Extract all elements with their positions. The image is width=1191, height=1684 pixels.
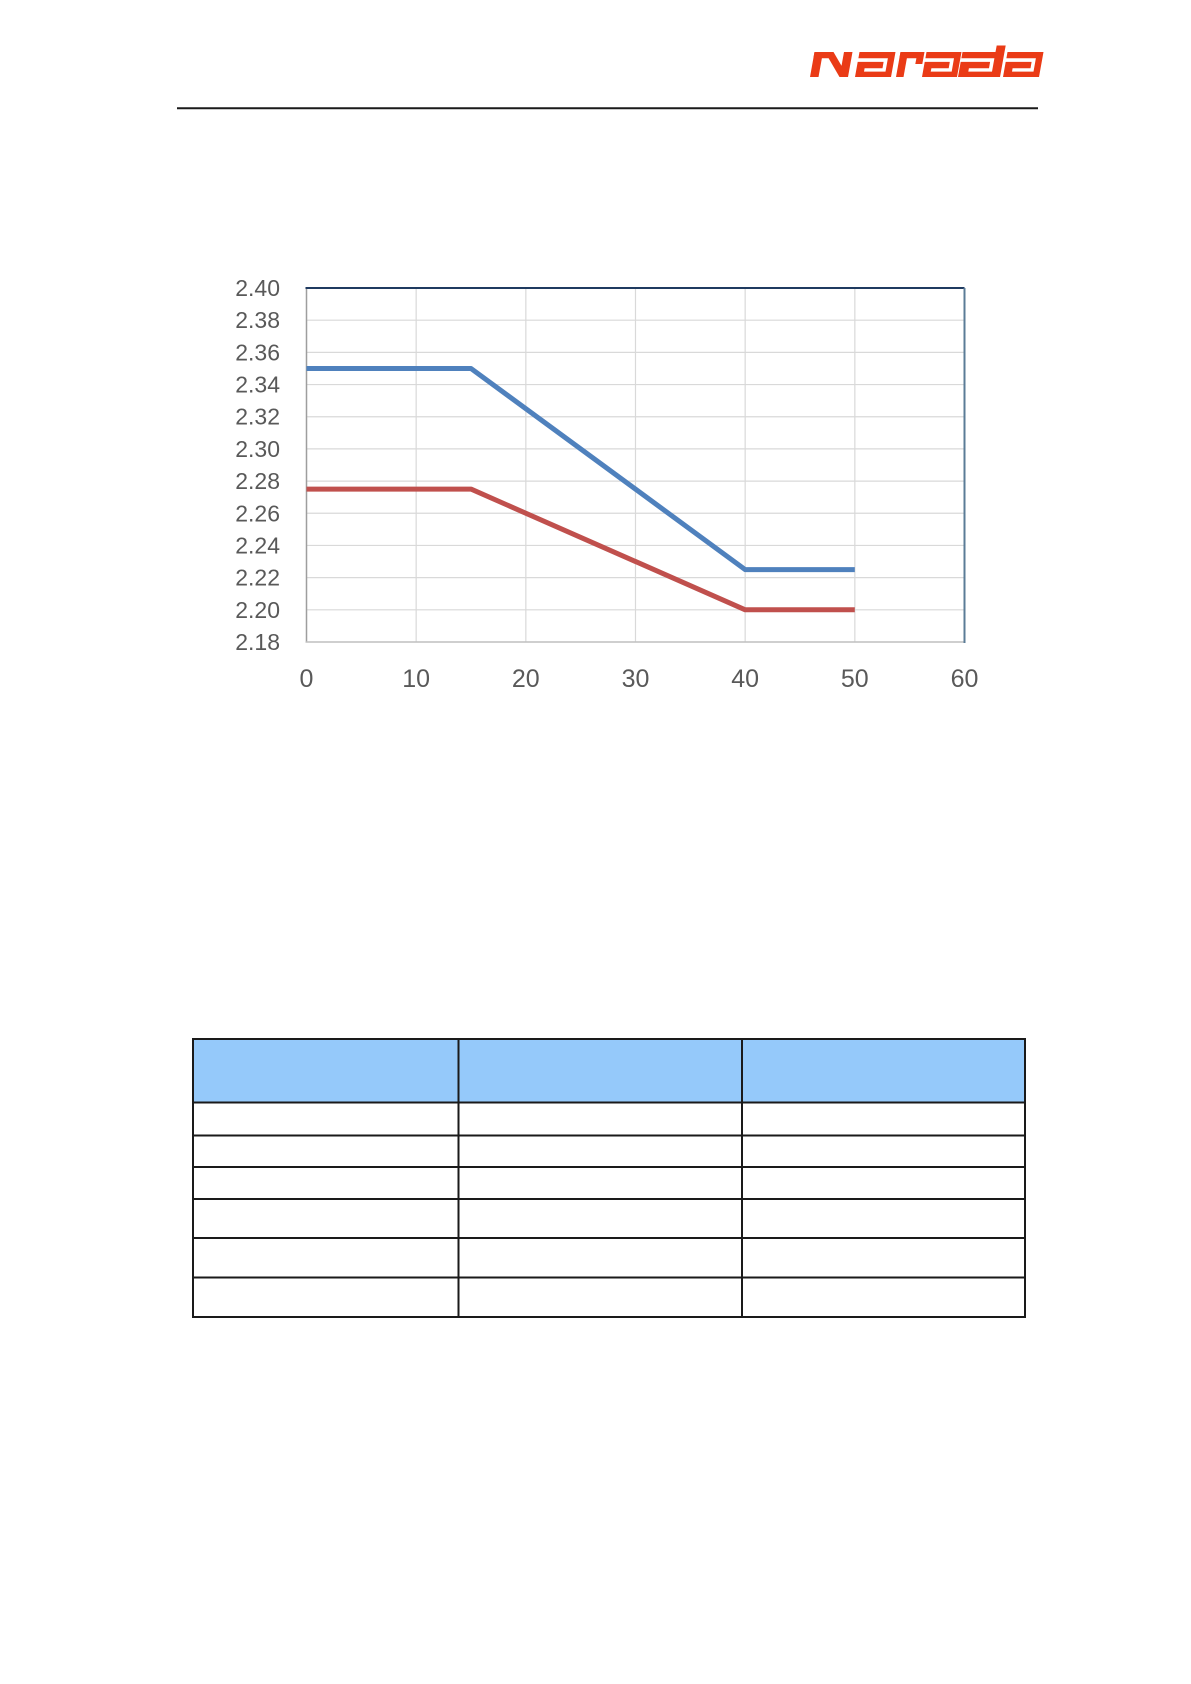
- svg-text:2.24: 2.24: [235, 533, 280, 559]
- svg-text:60: 60: [951, 665, 979, 693]
- svg-text:2.22: 2.22: [235, 565, 280, 591]
- svg-text:2.18: 2.18: [235, 629, 280, 655]
- svg-text:2.26: 2.26: [235, 500, 280, 526]
- svg-text:40: 40: [731, 665, 759, 693]
- svg-text:2.32: 2.32: [235, 404, 280, 430]
- svg-text:2.28: 2.28: [235, 468, 280, 494]
- svg-text:10: 10: [402, 665, 430, 693]
- svg-text:2.30: 2.30: [235, 436, 280, 462]
- svg-text:0: 0: [300, 665, 314, 693]
- svg-text:2.40: 2.40: [235, 275, 280, 301]
- svg-text:30: 30: [622, 665, 650, 693]
- svg-text:20: 20: [512, 665, 540, 693]
- svg-text:2.38: 2.38: [235, 307, 280, 333]
- svg-text:2.34: 2.34: [235, 372, 280, 398]
- svg-text:2.36: 2.36: [235, 339, 280, 365]
- svg-text:2.20: 2.20: [235, 597, 280, 623]
- svg-text:50: 50: [841, 665, 869, 693]
